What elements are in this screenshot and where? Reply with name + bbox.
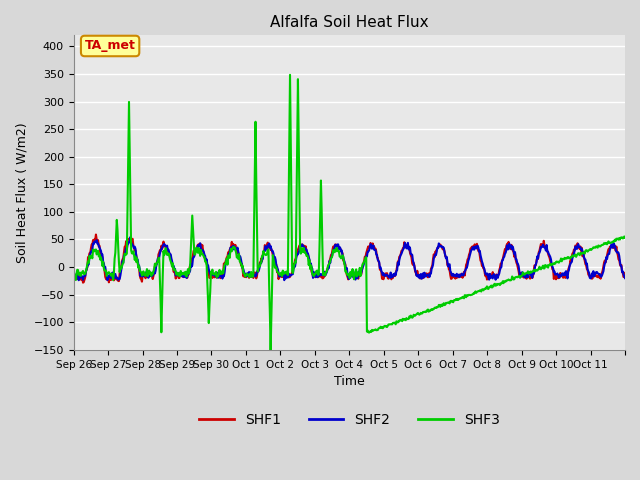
SHF2	[127, 234, 134, 240]
SHF2	[264, 241, 272, 247]
Line: SHF2: SHF2	[74, 237, 625, 280]
Legend: SHF1, SHF2, SHF3: SHF1, SHF2, SHF3	[193, 407, 506, 432]
SHF3	[267, 348, 275, 353]
SHF1	[621, 270, 629, 276]
SHF1	[285, 275, 293, 280]
Line: SHF3: SHF3	[74, 75, 625, 350]
SHF1	[92, 232, 100, 238]
SHF2	[136, 267, 143, 273]
SHF2	[70, 276, 77, 281]
SHF3	[286, 72, 294, 78]
SHF1	[70, 275, 77, 280]
X-axis label: Time: Time	[334, 375, 365, 388]
SHF3	[438, 303, 446, 309]
Title: Alfalfa Soil Heat Flux: Alfalfa Soil Heat Flux	[270, 15, 429, 30]
SHF1	[408, 254, 415, 260]
SHF1	[237, 263, 245, 268]
SHF1	[79, 280, 87, 286]
SHF3	[408, 314, 415, 320]
Line: SHF1: SHF1	[74, 235, 625, 283]
SHF3	[236, 258, 244, 264]
SHF2	[75, 277, 83, 283]
SHF3	[263, 251, 271, 257]
Y-axis label: Soil Heat Flux ( W/m2): Soil Heat Flux ( W/m2)	[15, 122, 28, 263]
Text: TA_met: TA_met	[84, 39, 136, 52]
SHF3	[70, 270, 77, 276]
SHF3	[134, 265, 142, 271]
SHF2	[408, 252, 415, 257]
SHF2	[237, 257, 245, 263]
SHF1	[136, 273, 143, 278]
SHF3	[621, 235, 629, 240]
SHF2	[621, 275, 629, 281]
SHF1	[264, 245, 272, 251]
SHF2	[285, 273, 293, 279]
SHF1	[438, 246, 446, 252]
SHF3	[285, 204, 292, 210]
SHF2	[438, 244, 446, 250]
